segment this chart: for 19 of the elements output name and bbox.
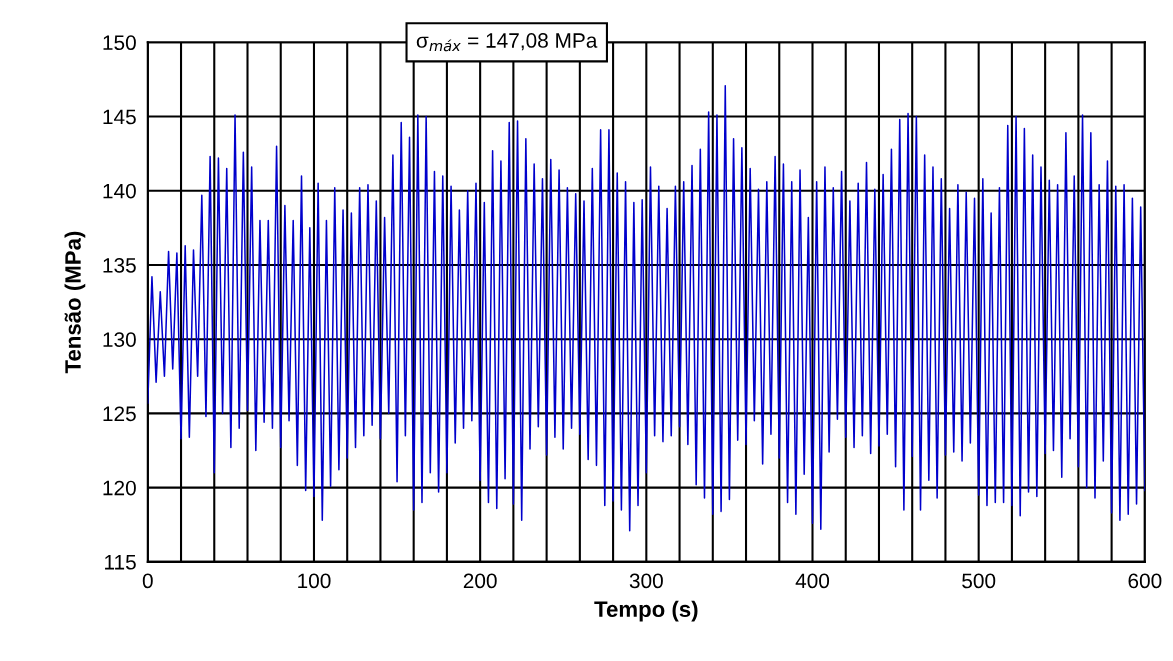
x-tick-label: 500 <box>962 573 996 589</box>
line-series <box>147 84 1145 532</box>
y-tick-label: 150 <box>103 35 136 51</box>
x-tick-label: 0 <box>142 573 153 589</box>
y-tick-label: 125 <box>103 406 136 422</box>
x-tick-label: 100 <box>298 573 331 589</box>
annotation: σ$_{máx}$ = 147,08 MPa <box>416 33 598 52</box>
y-tick-label: 120 <box>103 480 136 496</box>
y-tick-label: 145 <box>103 109 136 125</box>
y-tick-label: 115 <box>105 555 136 570</box>
y-axis-title: Tensão (MPa) <box>64 231 86 374</box>
x-tick-label: 300 <box>629 573 663 589</box>
x-tick-label: 200 <box>463 573 497 589</box>
y-tick-label: 130 <box>103 332 136 347</box>
x-tick-label: 600 <box>1128 573 1162 589</box>
y-tick-label: 135 <box>103 257 136 273</box>
x-axis-title: Tempo (s) <box>594 600 698 622</box>
x-tick-label: 400 <box>795 573 830 589</box>
y-tick-label: 140 <box>103 183 136 199</box>
